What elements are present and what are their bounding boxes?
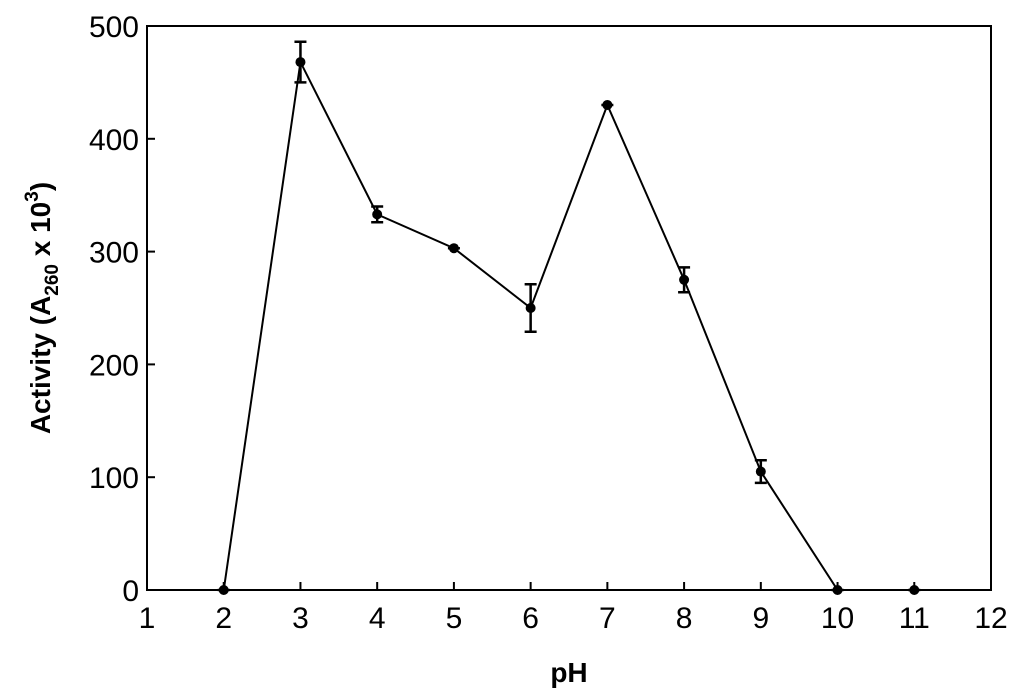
x-tick-label: 10 [821,602,854,635]
x-tick-label: 8 [676,602,693,635]
y-label-superscript: 3 [22,191,43,202]
data-line [222,58,915,591]
data-point [218,585,229,595]
x-tick-label: 2 [215,602,232,635]
y-label-part: Activity (A [25,296,56,434]
y-axis-label: Activity (A260 x 103) [22,182,63,434]
x-tick-label: 4 [369,602,386,635]
plot-frame [146,25,992,591]
y-label-subscript: 260 [42,264,63,296]
data-point [448,243,459,254]
data-point [832,585,843,595]
x-tick-label: 5 [446,602,463,635]
data-point [679,274,690,285]
y-tick-label: 0 [122,575,139,608]
y-tick-label: 400 [89,124,139,157]
x-tick-label: 12 [974,602,1007,635]
data-point [909,585,920,595]
data-point [295,57,306,68]
data-point [525,303,536,313]
y-label-part: x 10 [25,202,56,264]
x-tick-label: 11 [899,602,930,635]
data-point [372,209,383,220]
x-axis-label: pH [550,657,587,688]
x-tick-label: 9 [752,602,769,635]
y-tick-label: 500 [89,11,139,44]
y-tick-label: 300 [89,237,139,270]
data-point [755,466,766,477]
data-point [602,99,613,110]
x-tick-label: 6 [522,602,539,635]
y-tick-label: 100 [89,462,139,495]
y-label-part: ) [25,182,56,191]
x-tick-label: 3 [292,602,309,635]
y-tick-label: 200 [89,349,139,382]
x-tick-label: 7 [599,602,616,635]
x-tick-label: 1 [139,602,156,635]
